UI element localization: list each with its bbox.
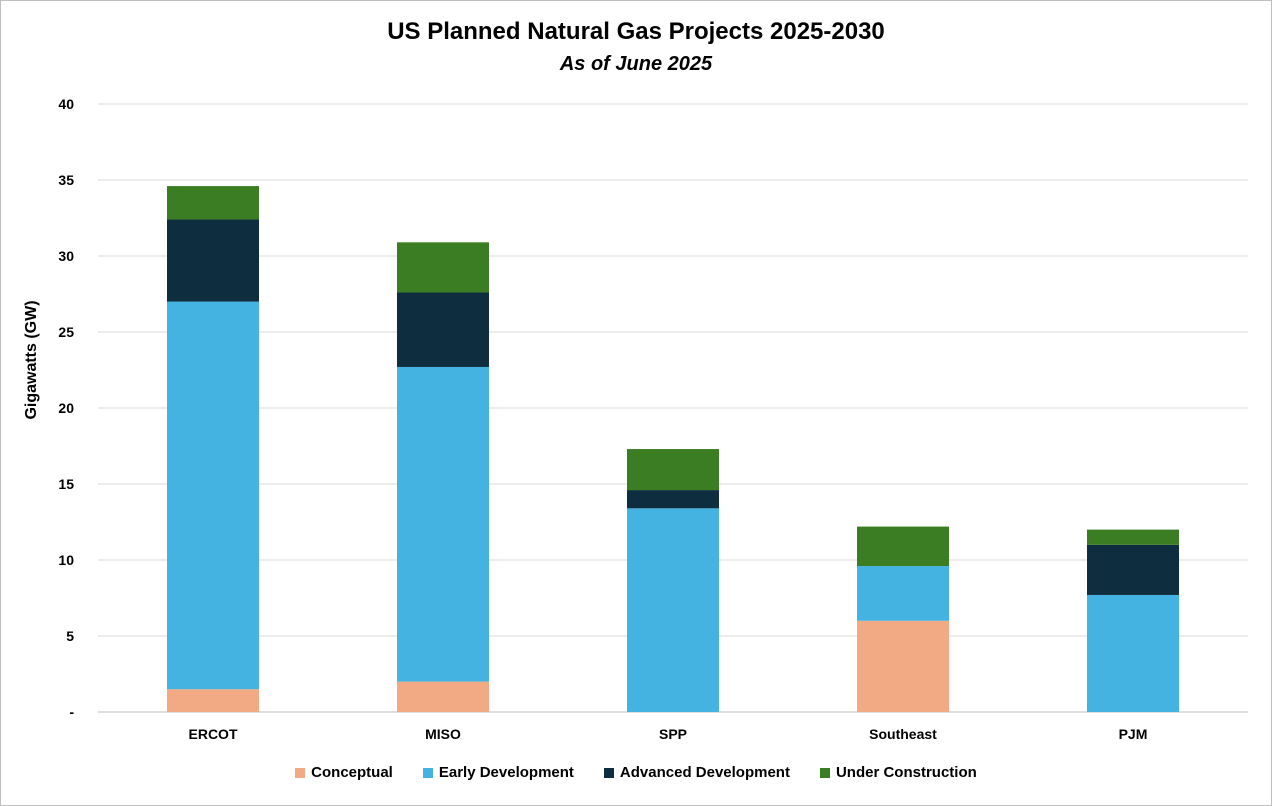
legend-swatch xyxy=(603,767,614,778)
legend-swatch xyxy=(819,767,830,778)
bar-miso-advanced-development xyxy=(397,292,489,367)
bar-southeast-conceptual xyxy=(857,620,949,712)
bar-pjm-early-development xyxy=(1087,594,1179,712)
bar-miso-under-construction xyxy=(397,242,489,293)
y-tick-label-10: 10 xyxy=(58,552,74,568)
x-tick-label-ercot: ERCOT xyxy=(189,726,238,742)
y-tick-label-0: - xyxy=(69,704,74,720)
bar-miso-early-development xyxy=(397,366,489,682)
legend-label: Early Development xyxy=(438,764,574,781)
legend-item-conceptual: Conceptual xyxy=(295,764,393,781)
bar-ercot-conceptual xyxy=(167,689,259,712)
bar-spp-advanced-development xyxy=(627,490,719,509)
x-tick-label-pjm: PJM xyxy=(1119,726,1148,742)
chart-legend: Conceptual Early Development Advanced Deve… xyxy=(0,764,1272,781)
bar-southeast-early-development xyxy=(857,566,949,621)
legend-label: Advanced Development xyxy=(619,764,790,781)
y-tick-label-30: 30 xyxy=(58,248,74,264)
chart-subtitle: As of June 2025 xyxy=(559,53,713,75)
x-tick-label-southeast: Southeast xyxy=(869,726,937,742)
bar-ercot-early-development xyxy=(167,301,259,690)
bar-southeast-under-construction xyxy=(857,526,949,567)
y-tick-label-40: 40 xyxy=(58,96,74,112)
y-tick-label-15: 15 xyxy=(58,476,74,492)
bar-spp-early-development xyxy=(627,508,719,712)
bar-pjm-advanced-development xyxy=(1087,544,1179,595)
bar-spp-under-construction xyxy=(627,449,719,491)
legend-label: Conceptual xyxy=(311,764,393,781)
y-tick-label-35: 35 xyxy=(58,172,74,188)
x-tick-label-spp: SPP xyxy=(659,726,687,742)
y-tick-label-25: 25 xyxy=(58,324,74,340)
bar-ercot-advanced-development xyxy=(167,219,259,302)
legend-swatch xyxy=(422,767,433,778)
bar-ercot-under-construction xyxy=(167,186,259,220)
legend-item-under-construction: Under Construction xyxy=(819,764,977,781)
y-tick-label-5: 5 xyxy=(66,628,74,644)
legend-item-advanced-development: Advanced Development xyxy=(603,764,790,781)
x-tick-label-miso: MISO xyxy=(425,726,461,742)
legend-item-early-development: Early Development xyxy=(422,764,574,781)
legend-swatch xyxy=(295,767,306,778)
y-tick-label-20: 20 xyxy=(58,400,74,416)
legend-label: Under Construction xyxy=(835,764,977,781)
chart-title: US Planned Natural Gas Projects 2025-203… xyxy=(387,18,885,45)
bar-miso-conceptual xyxy=(397,681,489,712)
bar-pjm-under-construction xyxy=(1087,529,1179,545)
